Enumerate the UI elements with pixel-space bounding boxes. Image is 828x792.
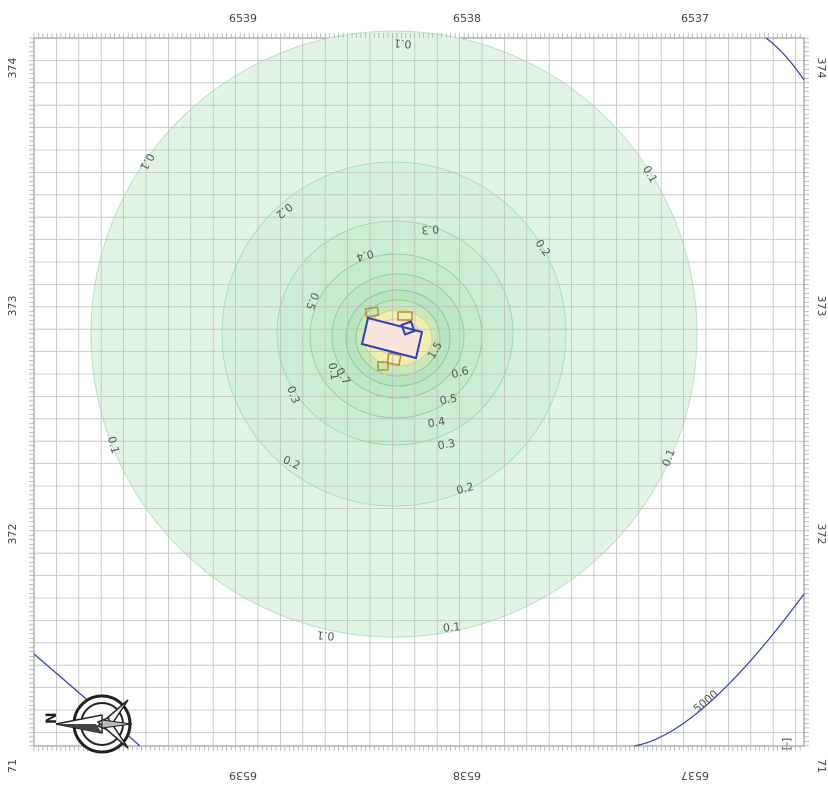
axis-ticks [29,33,809,751]
contour-label: 0.1 [105,435,122,455]
contour-label: 0.1 [326,362,342,381]
contour-label: 0.3 [284,384,302,405]
boundary-line-bottom-right [633,593,805,747]
left-axis-label: 373 [6,296,19,317]
left-axis-label: 71 [6,759,19,773]
right-axis-label: 372 [815,524,828,545]
contour-label: 0.3 [421,222,440,236]
bottom-axis-label: 6538 [453,769,481,782]
top-axis-label: 6537 [681,12,709,25]
left-axis-label: 374 [6,58,19,79]
top-axis-label: 6539 [229,12,257,25]
contour-label: 0.4 [355,247,375,264]
boundary-line-top-right [765,37,805,81]
contour-label: 0.4 [427,415,446,431]
top-axis-label: 6538 [453,12,481,25]
building-outlines [364,306,413,371]
right-axis-label: 71 [815,759,828,773]
contour-label: 0.1 [393,36,412,50]
contour-label: 0.1 [442,620,461,634]
extent-indicator[interactable]: [-] [780,738,793,751]
contour-label: 0.1 [316,628,335,642]
right-axis-label: 373 [815,296,828,317]
north-arrow-icon: N [44,694,133,754]
grid-lines [34,38,804,746]
left-axis-label: 372 [6,524,19,545]
bottom-axis-label: 6539 [229,769,257,782]
contour-label: 0.2 [455,480,475,497]
emission-source[interactable] [360,316,424,360]
contour-label: 0.5 [303,291,321,312]
bottom-axis-label: 6537 [681,769,709,782]
svg-text:N: N [44,712,60,724]
right-axis-label: 374 [815,58,828,79]
contour-label: 0.1 [660,447,678,468]
contour-label: 0.5 [439,392,458,408]
contour-label: 0.3 [437,437,456,453]
contour-label: 0.6 [450,364,470,381]
